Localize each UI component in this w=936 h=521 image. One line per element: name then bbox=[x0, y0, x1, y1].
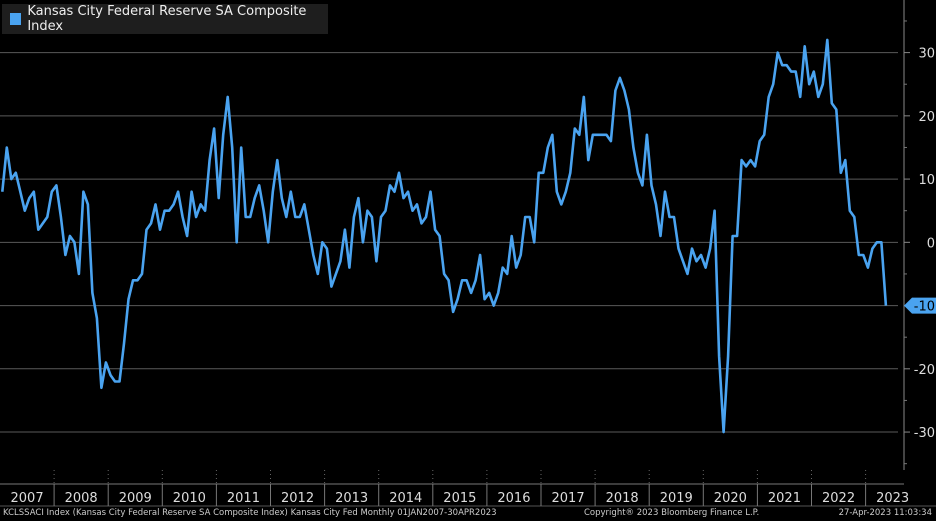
chart-footer: KCLSSACI Index (Kansas City Federal Rese… bbox=[0, 507, 936, 521]
y-tick-label: -30 bbox=[914, 426, 935, 441]
x-tick-label: 2021 bbox=[768, 491, 801, 506]
last-value-marker: -10 bbox=[904, 297, 936, 315]
x-tick-label: 2008 bbox=[65, 491, 98, 506]
x-tick-label: 2019 bbox=[660, 491, 693, 506]
last-value-label: -10 bbox=[914, 300, 935, 315]
footer-source: KCLSSACI Index (Kansas City Federal Rese… bbox=[3, 508, 497, 518]
footer-timestamp: 27-Apr-2023 11:03:34 bbox=[838, 508, 932, 518]
series-line bbox=[1, 38, 888, 434]
x-tick-label: 2023 bbox=[876, 491, 909, 506]
chart-legend: Kansas City Federal Reserve SA Composite… bbox=[2, 4, 328, 34]
last-value-box bbox=[904, 297, 936, 314]
x-tick-label: 2015 bbox=[443, 491, 476, 506]
x-tick-label: 2017 bbox=[552, 491, 585, 506]
x-tick-label: 2020 bbox=[714, 491, 747, 506]
x-tick-label: 2011 bbox=[227, 491, 260, 506]
y-tick-label: 0 bbox=[927, 236, 935, 251]
x-tick-label: 2009 bbox=[119, 491, 152, 506]
x-tick-label: 2013 bbox=[335, 491, 368, 506]
y-tick-label: 30 bbox=[918, 47, 935, 62]
y-tick-label: -20 bbox=[914, 363, 935, 378]
x-tick-label: 2018 bbox=[606, 491, 639, 506]
x-tick-label: 2007 bbox=[11, 491, 44, 506]
y-tick-label: 20 bbox=[918, 110, 935, 125]
x-tick-label: 2014 bbox=[389, 491, 422, 506]
legend-label: Kansas City Federal Reserve SA Composite… bbox=[27, 4, 307, 34]
x-tick-label: 2016 bbox=[497, 491, 530, 506]
footer-copyright: Copyright® 2023 Bloomberg Finance L.P. bbox=[584, 508, 760, 518]
x-tick-label: 2010 bbox=[173, 491, 206, 506]
x-tick-label: 2012 bbox=[281, 491, 314, 506]
x-tick-label: 2022 bbox=[822, 491, 855, 506]
legend-swatch bbox=[10, 13, 22, 25]
y-tick-label: 10 bbox=[918, 173, 935, 188]
